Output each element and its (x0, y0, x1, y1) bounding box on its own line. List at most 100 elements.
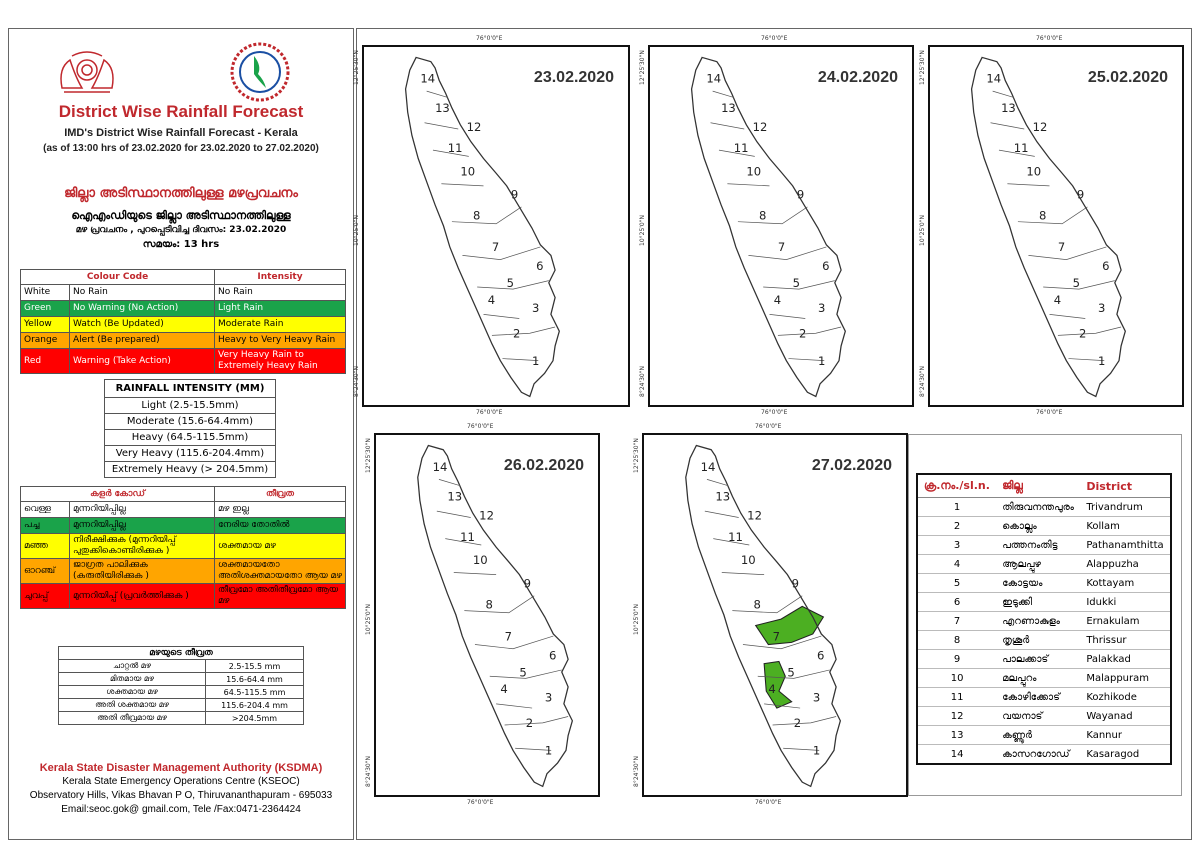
footer-org: Kerala State Disaster Management Authori… (39, 762, 323, 774)
district-row: 3 പത്തനംതിട്ട Pathanamthitta (917, 535, 1171, 555)
intensity-row: Light (2.5-15.5mm) (104, 397, 276, 414)
col-serial-header: ക്ര.നം./sl.n. (917, 474, 997, 498)
district-number-label: 14 (986, 72, 1001, 86)
rainfall-intensity-table: RAINFALL INTENSITY (MM) Light (2.5-15.5m… (104, 379, 276, 478)
district-number-label: 6 (1102, 259, 1109, 273)
latitude-label: 12°25'30"N (639, 50, 646, 85)
district-row: 11 കോഴിക്കോട് Kozhikode (917, 687, 1171, 707)
district-row: 13 കണ്ണൂർ Kannur (917, 725, 1171, 745)
district-number-label: 4 (500, 682, 507, 696)
col-district-header: District (1080, 474, 1171, 498)
district-number-label: 5 (519, 665, 526, 679)
mal-intensity-value: 15.6-64.4 mm (205, 672, 304, 686)
district-number-label: 4 (774, 293, 781, 307)
district-row: 4 ആലപ്പുഴ Alappuzha (917, 554, 1171, 574)
district-number-label: 11 (448, 141, 463, 155)
district-mal-name: പാലക്കാട് (996, 649, 1081, 669)
district-number-label: 9 (1077, 188, 1084, 202)
mal-title: ജില്ലാ അടിസ്ഥാനത്തിലുള്ള മഴപ്രവചനം (64, 186, 298, 201)
district-mal-name: ഇടുക്കി (996, 592, 1081, 612)
district-number-label: 10 (460, 164, 475, 178)
mal-legend-colour-name: ഓറഞ്ച് (20, 558, 70, 584)
legend-colour-name: Red (20, 348, 70, 374)
mal-legend-intensity: നേരിയ തോതിൽ (214, 517, 346, 534)
district-mal-name: എറണാകുളം (996, 611, 1081, 631)
mal-legend-colour-name: വെള്ള (20, 501, 70, 518)
legend-row: Yellow Watch (Be Updated) Moderate Rain (20, 316, 346, 333)
district-number-label: 8 (473, 209, 480, 223)
district-borders (424, 90, 556, 362)
district-number-label: 1 (532, 354, 539, 368)
mal-intensity-table: മഴയുടെ തീവ്രത ചാറ്റൽ മഴ 2.5-15.5 mm മിതമായ… (58, 646, 304, 725)
district-number-label: 7 (492, 240, 499, 254)
district-serial: 5 (917, 573, 997, 593)
intensity-row: Heavy (64.5-115.5mm) (104, 429, 276, 446)
district-serial: 8 (917, 630, 997, 650)
legend-colour-code: Warning (Take Action) (69, 348, 215, 374)
district-number-label: 13 (715, 490, 730, 504)
district-number-label: 12 (467, 120, 482, 134)
district-row: 10 മലപ്പുറം Malappuram (917, 668, 1171, 688)
district-mal-name: തൃശൂർ (996, 630, 1081, 650)
district-number-label: 8 (486, 598, 493, 612)
maps-panel (356, 28, 1192, 840)
district-row: 14 കാസറഗോഡ് Kasaragod (917, 744, 1171, 765)
colour-code-header: Colour Code (20, 269, 215, 285)
mal-legend-intensity: തീവ്രമോ അതിതീവ്രമോ ആയ മഴ (214, 583, 346, 609)
legend-panel (8, 28, 354, 840)
latitude-label: 12°25'30"N (353, 50, 360, 85)
district-eng-name: Palakkad (1080, 649, 1171, 669)
mal-subtitle-2: മഴ പ്രവചനം , പുറപ്പെടിവിച്ച ദിവസം: 23.02… (75, 225, 287, 235)
district-number-label: 3 (545, 691, 552, 705)
footer-line-2: Observatory Hills, Vikas Bhavan P O, Thi… (29, 790, 333, 801)
map-date: 23.02.2020 (533, 69, 614, 86)
district-serial: 3 (917, 535, 997, 555)
latitude-label: 12°25'30"N (633, 438, 640, 473)
mal-legend-colour-name: മഞ്ഞ (20, 533, 70, 559)
map-date: 27.02.2020 (811, 457, 892, 474)
district-number-label: 11 (734, 141, 749, 155)
mal-intensity-label: ചാറ്റൽ മഴ (58, 659, 206, 673)
district-number-label: 2 (513, 327, 520, 341)
district-borders (436, 478, 569, 751)
district-number-label: 1 (818, 354, 825, 368)
intensity-row: Very Heavy (115.6-204.4mm) (104, 445, 276, 462)
district-mal-name: കോഴിക്കോട് (996, 687, 1081, 707)
district-number-label: 6 (817, 648, 824, 662)
legend-colour-code: No Warning (No Action) (69, 300, 215, 317)
colour-legend-table: Colour Code Intensity White No Rain No Rai… (20, 269, 346, 374)
page-title: District Wise Rainfall Forecast (58, 102, 304, 121)
longitude-label-bottom: 76°0'0"E (467, 799, 494, 806)
district-number-label: 13 (1001, 101, 1016, 115)
district-number-label: 9 (797, 188, 804, 202)
longitude-label-top: 76°0'0"E (761, 35, 788, 42)
longitude-label-top: 76°0'0"E (755, 423, 782, 430)
legend-row: Red Warning (Take Action) Very Heavy Rain … (20, 348, 346, 374)
district-serial: 10 (917, 668, 997, 688)
district-table: ക്ര.നം./sl.n. ജില്ല District 1 തിരുവനന്തപ… (916, 473, 1172, 765)
subtitle-2: (as of 13:00 hrs of 23.02.2020 for 23.02… (43, 143, 319, 154)
district-number-label: 5 (793, 276, 800, 290)
district-mal-name: പത്തനംതിട്ട (996, 535, 1081, 555)
district-number-label: 1 (1098, 354, 1105, 368)
district-number-label: 9 (511, 188, 518, 202)
district-number-label: 5 (787, 665, 794, 679)
legend-colour-code: Watch (Be Updated) (69, 316, 215, 333)
mal-legend-row: ഓറഞ്ച് ജാഗ്രത പാലിക്കുക (കരുതിയിരിക്കുക )… (20, 558, 346, 584)
mal-legend-intensity: മഴ ഇല്ല (214, 501, 346, 518)
district-number-label: 7 (505, 629, 512, 643)
district-row: 8 തൃശൂർ Thrissur (917, 630, 1171, 650)
district-number-label: 14 (420, 72, 435, 86)
district-mal-name: മലപ്പുറം (996, 668, 1081, 688)
longitude-label-top: 76°0'0"E (467, 423, 494, 430)
latitude-label: 10°25'0"N (365, 604, 372, 635)
district-serial: 9 (917, 649, 997, 669)
mal-legend-row: പച്ച മുന്നറിയിപ്പില്ല നേരിയ തോതിൽ (20, 517, 346, 534)
mal-colour-legend-table: കളർ കോഡ് തീവ്രത വെള്ള മുന്നറിയിപ്പില്ല മഴ … (20, 486, 346, 609)
legend-intensity: Heavy to Very Heavy Rain (214, 332, 346, 349)
mal-legend-row: വെള്ള മുന്നറിയിപ്പില്ല മഴ ഇല്ല (20, 501, 346, 518)
legend-colour-name: Yellow (20, 316, 70, 333)
